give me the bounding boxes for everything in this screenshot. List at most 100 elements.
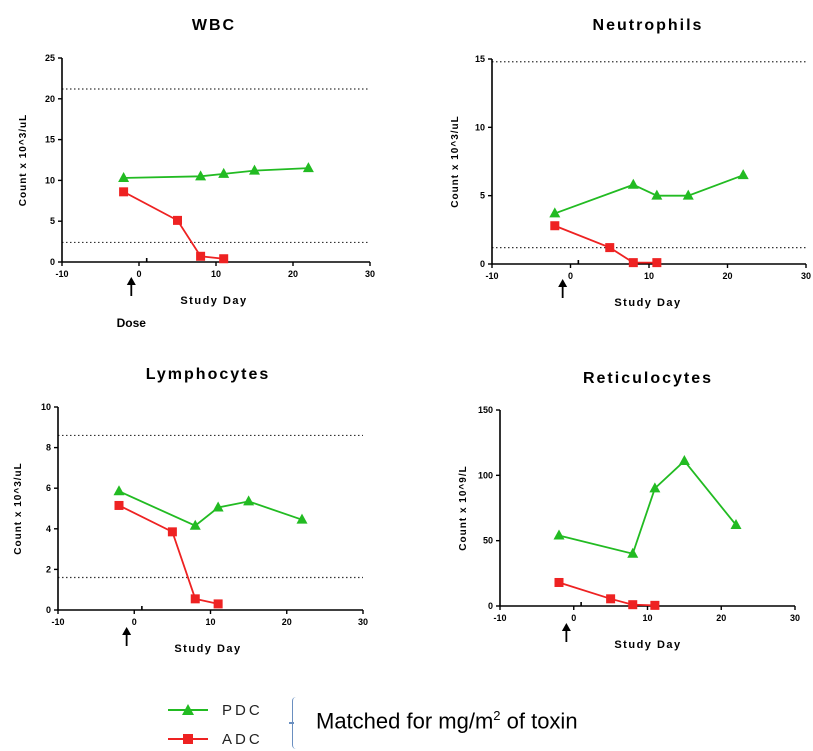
legend-label-pdc: PDC (222, 701, 263, 719)
y-tick-label: 6 (46, 483, 51, 493)
chart-title: Lymphocytes (146, 366, 271, 383)
y-tick-label: 0 (46, 605, 51, 615)
data-point-pdc (212, 501, 224, 512)
dose-arrow-icon (122, 627, 132, 646)
data-point-pdc (627, 547, 639, 558)
data-point-pdc (118, 171, 130, 182)
data-point-adc (190, 594, 200, 604)
y-tick-label: 15 (475, 54, 485, 64)
series-line-pdc (118, 490, 303, 527)
x-axis-label: Study Day (614, 639, 681, 651)
x-axis-label: Study Day (180, 295, 247, 307)
data-point-pdc (113, 485, 125, 496)
y-tick-label: 10 (45, 175, 55, 185)
data-point-pdc (549, 207, 561, 218)
series-line-pdc (123, 167, 309, 179)
legend-note: Matched for mg/m2 of toxin (316, 708, 578, 734)
dose-arrow-icon (126, 277, 136, 296)
x-tick-label: 0 (132, 617, 137, 627)
x-tick-label: 30 (365, 269, 375, 279)
x-tick-label: 0 (568, 271, 573, 281)
dose-arrow-icon (561, 623, 571, 642)
y-axis-label: Count x 10^9/L (458, 465, 469, 550)
data-point-adc (119, 187, 129, 197)
y-tick-label: 150 (478, 405, 493, 415)
x-tick-label: 0 (571, 613, 576, 623)
x-tick-label: 30 (358, 617, 368, 627)
x-tick-label: 20 (288, 269, 298, 279)
x-tick-label: 0 (136, 269, 141, 279)
y-axis-label: Count x 10^3/uL (13, 462, 24, 555)
data-point-pdc (296, 513, 308, 524)
x-tick-label: -10 (55, 269, 68, 279)
data-point-pdc (651, 189, 663, 200)
y-axis-label: Count x 10^3/uL (18, 114, 29, 207)
chart-title: Neutrophils (593, 17, 704, 34)
legend-label-adc: ADC (222, 730, 263, 748)
adc-legend-symbol (168, 732, 208, 746)
y-tick-label: 0 (488, 601, 493, 611)
data-point-pdc (189, 519, 201, 530)
data-point-pdc (218, 167, 230, 178)
x-axis-label: Study Day (174, 643, 241, 655)
data-point-adc (628, 600, 638, 610)
dose-label: Dose (117, 316, 147, 330)
series-line-adc (123, 191, 224, 260)
data-point-adc (196, 251, 206, 261)
legend-item-pdc: PDC (168, 700, 263, 720)
x-tick-label: 30 (790, 613, 800, 623)
legend-note-prefix: Matched for mg/m (316, 708, 494, 734)
x-axis-label: Study Day (614, 297, 681, 309)
data-point-adc (173, 215, 182, 225)
x-tick-label: 20 (716, 613, 726, 623)
y-tick-label: 0 (50, 257, 55, 267)
y-tick-label: 15 (45, 135, 55, 145)
x-tick-label: 20 (722, 271, 732, 281)
data-point-adc (605, 243, 615, 253)
series-line-adc (118, 504, 219, 605)
data-point-pdc (195, 170, 207, 181)
data-point-adc (550, 221, 560, 231)
data-point-adc (219, 254, 229, 264)
data-point-adc (628, 258, 638, 268)
data-point-pdc (249, 164, 260, 175)
pdc-legend-symbol (168, 703, 208, 717)
x-tick-label: 10 (211, 269, 221, 279)
y-tick-label: 8 (46, 443, 51, 453)
y-tick-label: 10 (475, 122, 485, 132)
data-point-pdc (302, 162, 314, 173)
data-point-pdc (649, 482, 661, 493)
data-point-adc (650, 600, 660, 610)
legend-item-adc: ADC (168, 729, 263, 749)
data-point-adc (167, 527, 177, 537)
x-tick-label: 20 (282, 617, 292, 627)
legend-note-suffix: of toxin (500, 708, 578, 734)
x-tick-label: 10 (642, 613, 652, 623)
data-point-pdc (737, 169, 749, 180)
x-tick-label: -10 (51, 617, 64, 627)
data-point-pdc (730, 518, 742, 529)
y-tick-label: 50 (483, 536, 493, 546)
series-line-pdc (554, 174, 744, 215)
y-tick-label: 4 (46, 524, 51, 534)
chart-title: Reticulocytes (583, 370, 713, 387)
chart-title: WBC (192, 17, 236, 34)
data-point-adc (606, 594, 616, 604)
series-line-adc (554, 224, 657, 264)
data-point-pdc (682, 189, 694, 200)
legend-note-sup: 2 (493, 708, 501, 723)
series-line-adc (558, 581, 655, 607)
y-tick-label: 100 (478, 470, 493, 480)
y-tick-label: 25 (45, 53, 55, 63)
y-tick-label: 2 (46, 564, 51, 574)
y-tick-label: 5 (480, 191, 485, 201)
x-tick-label: -10 (493, 613, 506, 623)
y-axis-label: Count x 10^3/uL (450, 115, 461, 208)
x-tick-label: 10 (644, 271, 654, 281)
x-tick-label: 10 (205, 617, 215, 627)
dose-arrow-icon (558, 279, 568, 298)
series-line-pdc (558, 459, 737, 555)
